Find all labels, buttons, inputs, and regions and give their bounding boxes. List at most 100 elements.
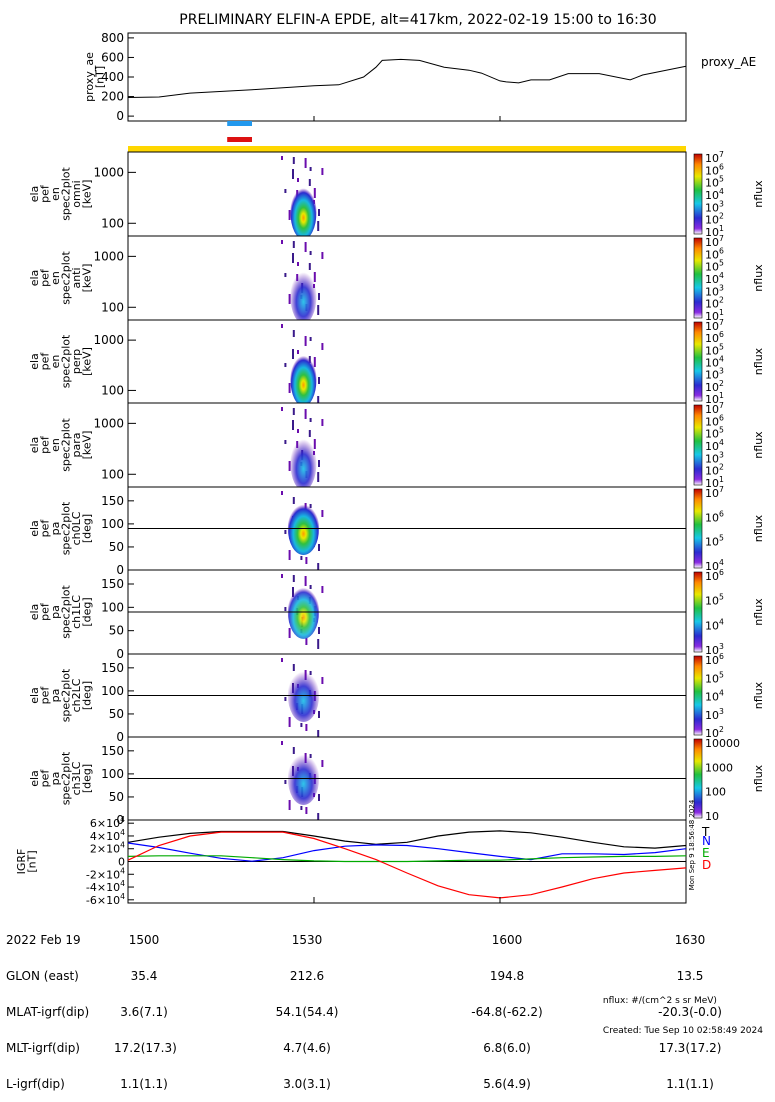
footer-label-glon: GLON (east) bbox=[6, 969, 79, 983]
spectrogram-panel-3-speckle bbox=[317, 472, 320, 482]
spectrogram-panel-4-ytick-label: 50 bbox=[109, 540, 124, 554]
spectrogram-panel-1-ylabel-line-1: pef bbox=[38, 268, 51, 287]
spectrogram-panel-6-ylabel-line-4: ch2LC bbox=[70, 678, 83, 712]
spectrogram-panel-6-cbar-tick: 106 bbox=[705, 652, 724, 667]
spectrogram-panel-6-ylabel-line-5: [deg] bbox=[80, 681, 93, 710]
igrf-series-E bbox=[127, 855, 687, 863]
spectrogram-panel-2-colorbar bbox=[693, 321, 703, 402]
spectrogram-panel-2-speckle bbox=[313, 357, 316, 367]
proxy-ae-ytick-label: 800 bbox=[101, 31, 124, 45]
proxy-ae-ytick-label: 600 bbox=[101, 50, 124, 64]
spectrogram-panel-4-cbar-tick: 105 bbox=[705, 534, 724, 549]
spectrogram-panel-5-ylabel-line-3: spec2plot bbox=[59, 585, 72, 639]
spectrogram-panel-1-speckle bbox=[321, 252, 324, 259]
spectrogram-panel-7-speckle bbox=[288, 800, 291, 810]
spectrogram-panel-4-cbar-tick: 107 bbox=[705, 485, 724, 500]
spectrogram-panel-6-speckle bbox=[317, 730, 320, 740]
spectrogram-panel-2-speckle bbox=[292, 330, 295, 337]
spectrogram-panel-7-ytick-label: 100 bbox=[101, 767, 124, 781]
spectrogram-panel-6-cbar-tick: 104 bbox=[705, 689, 724, 704]
spectrogram-panel-1-cbar-tick: 105 bbox=[705, 259, 724, 274]
spectrogram-panel-6-speckle bbox=[305, 724, 308, 731]
footer-time-1630: 1630 bbox=[674, 933, 706, 947]
spectrogram-panel-6-cbar-tick: 105 bbox=[705, 670, 724, 685]
spectrogram-panel-0-cbar-label: nflux bbox=[752, 180, 765, 208]
spectrogram-panel-4-ytick-label: 150 bbox=[101, 494, 124, 508]
spectrogram-panel-0-cbar-tick: 106 bbox=[705, 162, 724, 177]
spectrogram-panel-5-speckle bbox=[321, 586, 324, 593]
spectrogram-panel-7-cbar-tick: 1000 bbox=[705, 761, 733, 774]
spectrogram-panel-6-speckle bbox=[281, 658, 283, 662]
igrf-ytick-label: -2×104 bbox=[86, 866, 125, 881]
spectrogram-panel-7-speckle bbox=[281, 741, 283, 745]
spectrogram-panel-3-cbar-tick: 106 bbox=[705, 413, 724, 428]
proxy-ae-ytick-label: 0 bbox=[116, 109, 124, 123]
spectrogram-panel-2-ylabel-line-5: [keV] bbox=[80, 347, 93, 376]
footer-mlat-1500: 3.6(7.1) bbox=[120, 1005, 168, 1019]
spectrogram-panel-2-speckle bbox=[304, 336, 307, 346]
spectrogram-panel-2-ylabel-line-4: perp bbox=[70, 349, 83, 374]
spectrogram-panel-4-speckle bbox=[288, 550, 291, 560]
footer-notes: nflux: #/(cm^2 s sr MeV) Created: Tue Se… bbox=[603, 976, 763, 1046]
spectrogram-panel-4-ylabel-line-4: ch0LC bbox=[70, 511, 83, 545]
spectrogram-panel-2-cbar-tick: 103 bbox=[705, 367, 724, 382]
spectrogram-panel-3-cbar-tick: 104 bbox=[705, 438, 724, 453]
igrf-series-N bbox=[127, 842, 687, 862]
spectrogram-panel-5-ylabel-line-5: [deg] bbox=[80, 597, 93, 626]
spectrogram-panel-6-cbar-tick: 103 bbox=[705, 707, 724, 722]
spectrogram-panel-2-ylabel-line-1: pef bbox=[38, 352, 51, 371]
spectrogram-panel-2-ylabel-line-0: ela bbox=[28, 353, 41, 370]
igrf-legend-D: D bbox=[702, 858, 711, 872]
spectrogram-panel-5-speckle bbox=[281, 574, 283, 578]
spectrogram-panel-1-speckle bbox=[317, 305, 320, 315]
spectrogram-panel-1-ylabel-line-4: anti bbox=[70, 267, 83, 288]
spectrogram-panel-7-speckle bbox=[292, 747, 295, 754]
spectrogram-panel-7-colorbar bbox=[693, 738, 703, 819]
spectrogram-panel-5-colorbar bbox=[693, 571, 703, 653]
igrf-ytick-label: -6×104 bbox=[86, 892, 125, 907]
spectrogram-panel-6-ytick-label: 100 bbox=[101, 684, 124, 698]
sector-bar-red bbox=[227, 137, 252, 142]
spectrogram-panel-1-cbar-tick: 102 bbox=[705, 296, 724, 311]
footer-mlt-1500: 17.2(17.3) bbox=[114, 1041, 177, 1055]
spectrogram-panel-2-speckle bbox=[284, 363, 287, 367]
footer-glon-1600: 194.8 bbox=[489, 969, 525, 983]
footer-label-date: 2022 Feb 19 bbox=[6, 933, 81, 947]
spectrogram-panel-5-speckle bbox=[292, 587, 294, 597]
igrf-ylabel: IGRF[nT] bbox=[15, 849, 39, 875]
igrf-series-D bbox=[127, 831, 687, 899]
spectrogram-panel-2-cbar-tick: 106 bbox=[705, 330, 724, 345]
spectrogram-panel-6-ytick-label: 50 bbox=[109, 707, 124, 721]
spectrogram-panel-0-speckle bbox=[304, 158, 307, 168]
spectrogram-panel-7-speckle bbox=[318, 794, 320, 801]
spectrogram-panel-3-intensity bbox=[290, 436, 317, 491]
spectrogram-panel-7-ytick-label: 50 bbox=[109, 790, 124, 804]
spectrogram-panel-4-cbar-label: nflux bbox=[752, 514, 765, 542]
spectrogram-panel-3-ylabel-line-2: en bbox=[49, 438, 62, 452]
spectrogram-panel-4-cbar-tick: 104 bbox=[705, 558, 724, 573]
igrf-legend-N: N bbox=[702, 834, 711, 848]
spectrogram-panel-5-cbar-tick: 105 bbox=[705, 593, 724, 608]
spectrogram-panel-7-ylabel-line-5: [deg] bbox=[80, 764, 93, 793]
spectrogram-panel-3-ylabel-line-0: ela bbox=[28, 437, 41, 454]
spectrogram-panel-3-cbar-tick: 103 bbox=[705, 450, 724, 465]
spectrogram-panel-3-ytick-label: 100 bbox=[101, 467, 124, 481]
spectrogram-panel-6-ylabel-line-2: pa bbox=[49, 689, 62, 703]
spectrogram-panel-1-speckle bbox=[288, 294, 291, 304]
spectrogram-panel-1-cbar-tick: 106 bbox=[705, 246, 724, 261]
spectrogram-panel-5-speckle bbox=[305, 638, 308, 645]
spectrogram-panel-6-cbar-label: nflux bbox=[752, 681, 765, 709]
proxy-ae-line bbox=[127, 58, 687, 98]
sector-bar-blue bbox=[227, 121, 252, 126]
spectrogram-panel-3-cbar-tick: 107 bbox=[705, 401, 724, 416]
spectrogram-panel-2-cbar-tick: 102 bbox=[705, 379, 724, 394]
spectrogram-panel-1-cbar-tick: 103 bbox=[705, 283, 724, 298]
spectrogram-panel-0-ylabel-line-2: en bbox=[49, 187, 62, 201]
spectrogram-panel-1-speckle bbox=[292, 241, 295, 248]
